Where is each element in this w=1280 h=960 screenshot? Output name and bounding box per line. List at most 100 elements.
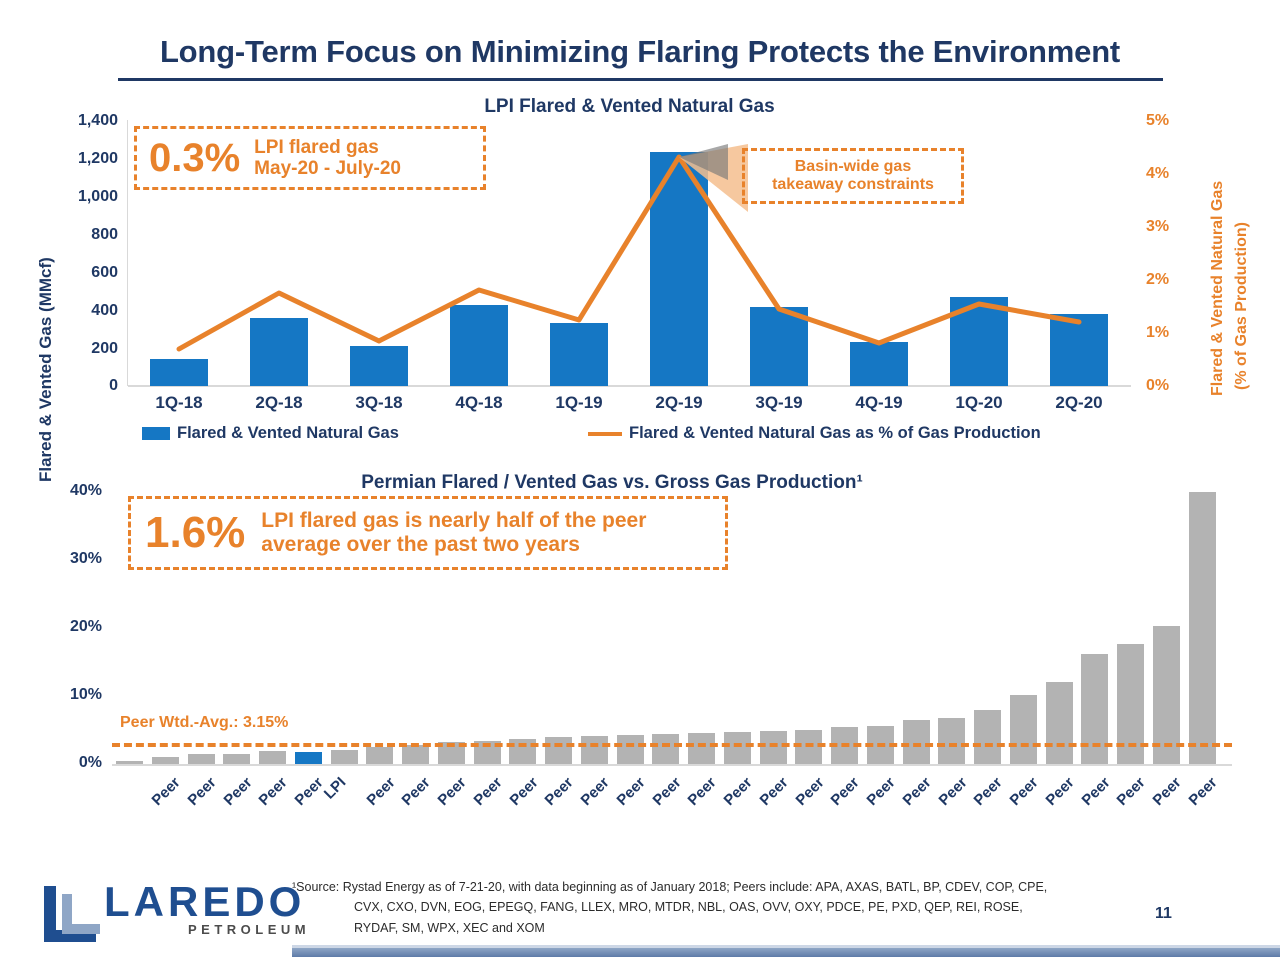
top-x-tick-3Q-19: 3Q-19: [755, 393, 803, 412]
bar-peer-24: [974, 710, 1001, 764]
bottom-x-tick-27: Peer: [1078, 774, 1114, 810]
top-chart-y2-axis-label-line2: (% of Gas Production): [1233, 222, 1250, 390]
bar-peer-17: [724, 732, 751, 764]
bottom-x-tick-30: Peer: [1185, 774, 1221, 810]
top-chart-title: LPI Flared & Vented Natural Gas: [484, 96, 775, 117]
top-y2-tick: 5%: [1146, 112, 1170, 129]
bottom-x-tick-3: Peer: [220, 774, 256, 810]
top-x-tick-2Q-20: 2Q-20: [1055, 393, 1103, 412]
bottom-chart: Permian Flared / Vented Gas vs. Gross Ga…: [0, 466, 1280, 876]
bar-peer-15: [652, 734, 679, 764]
bar-peer-23: [938, 718, 965, 764]
bottom-x-tick-2: Peer: [184, 774, 220, 810]
top-y-tick: 200: [91, 340, 118, 357]
source-line-2: CVX, CXO, DVN, EOG, EPEGQ, FANG, LLEX, M…: [354, 900, 1023, 915]
bottom-x-tick-10: Peer: [470, 774, 506, 810]
bottom-x-tick-23: Peer: [935, 774, 971, 810]
top-x-tick-2Q-19: 2Q-19: [655, 393, 703, 412]
legend-line-swatch-icon: [588, 431, 622, 436]
source-footnote: ¹Source: Rystad Energy as of 7-21-20, wi…: [292, 877, 1172, 938]
bottom-chart-title: Permian Flared / Vented Gas vs. Gross Ga…: [361, 472, 863, 493]
bar-peer-9: [438, 742, 465, 764]
bar-peer-26: [1046, 682, 1073, 764]
basin-takeaway-line1: Basin-wide gas: [794, 158, 912, 176]
source-line-1: ¹Source: Rystad Energy as of 7-21-20, wi…: [292, 880, 1048, 894]
basin-takeaway-line2: takeaway constraints: [772, 176, 934, 193]
bar-peer-13: [581, 736, 608, 764]
bar-lpi: [295, 752, 322, 764]
top-chart-percent-line: [176, 154, 1082, 352]
bottom-x-tick-9: Peer: [434, 774, 470, 810]
bottom-x-tick-26: Peer: [1042, 774, 1078, 810]
bar-peer-22: [903, 720, 930, 764]
legend-bar-swatch-icon: [142, 427, 170, 440]
bottom-y-tick: 20%: [69, 618, 102, 635]
bar-peer-29: [1153, 626, 1180, 764]
laredo-logo-mark-icon: [44, 886, 100, 942]
bottom-y-tick: 40%: [69, 482, 102, 499]
bar-peer-12: [545, 737, 572, 764]
bar-peer-5: [259, 751, 286, 764]
page-number: 11: [1155, 905, 1172, 922]
slide-footer: LAREDO PETROLEUM ¹Source: Rystad Energy …: [0, 872, 1280, 960]
lpi-flared-gas-callout-value: 0.3%: [149, 136, 241, 180]
laredo-logo-subtitle: PETROLEUM: [188, 922, 311, 937]
top-y2-tick: 4%: [1146, 165, 1170, 182]
source-line-3: RYDAF, SM, WPX, XEC and XOM: [354, 920, 545, 935]
bottom-x-tick-20: Peer: [827, 774, 863, 810]
bar-peer-14: [617, 735, 644, 764]
lpi-peer-average-callout-value: 1.6%: [145, 508, 246, 557]
top-x-tick-1Q-20: 1Q-20: [955, 393, 1003, 412]
top-y2-tick: 2%: [1146, 271, 1170, 288]
bottom-x-tick-12: Peer: [541, 774, 577, 810]
bar-peer-19: [795, 730, 822, 764]
top-chart-plot-area: [128, 120, 1131, 386]
top-x-tick-3Q-18: 3Q-18: [355, 393, 403, 412]
page-title: Long-Term Focus on Minimizing Flaring Pr…: [159, 34, 1121, 69]
bottom-x-tick-11: Peer: [506, 774, 542, 810]
laredo-petroleum-logo: LAREDO PETROLEUM: [38, 876, 306, 948]
basin-takeaway-callout: Basin-wide gas takeaway constraints: [742, 148, 964, 204]
top-y-tick: 1,200: [77, 150, 118, 167]
bar-peer-27: [1081, 654, 1108, 764]
legend-item-line[interactable]: Flared & Vented Natural Gas as % of Gas …: [588, 424, 1041, 443]
lpi-flared-gas-callout-line2: May-20 - July-20: [254, 158, 401, 179]
title-underline: [118, 78, 1163, 81]
lpi-flared-gas-callout-line1: LPI flared gas: [254, 136, 379, 158]
legend-label-line: Flared & Vented Natural Gas as % of Gas …: [629, 424, 1041, 442]
bottom-y-tick: 10%: [69, 686, 102, 703]
bottom-x-tick-25: Peer: [1006, 774, 1042, 810]
top-x-tick-4Q-18: 4Q-18: [455, 393, 503, 412]
bottom-x-tick-29: Peer: [1149, 774, 1185, 810]
bar-4Q-19: [850, 342, 908, 386]
bottom-x-tick-1: Peer: [148, 774, 184, 810]
bottom-y-tick: 0%: [78, 754, 102, 771]
bottom-x-tick-14: Peer: [613, 774, 649, 810]
top-y-tick: 400: [91, 302, 118, 319]
bottom-x-tick-19: Peer: [792, 774, 828, 810]
top-y-tick: 1,400: [77, 112, 118, 129]
bar-peer-6: [331, 750, 358, 764]
bottom-x-tick-7: Peer: [363, 774, 399, 810]
peer-weighted-average-line: [112, 743, 1232, 747]
bar-peer-2: [152, 757, 179, 764]
legend-item-bars[interactable]: Flared & Vented Natural Gas: [142, 424, 399, 443]
footer-bar: [292, 948, 1280, 957]
bar-peer-3: [188, 754, 215, 764]
top-x-tick-2Q-18: 2Q-18: [255, 393, 303, 412]
top-chart-y2-axis-label-line1: Flared & Vented Natural Gas: [1209, 180, 1226, 396]
bar-3Q-19: [750, 307, 808, 386]
top-chart-y-axis-line: [127, 120, 128, 386]
lpi-flared-gas-callout: 0.3% LPI flared gas May-20 - July-20: [134, 126, 486, 190]
bottom-chart-x-axis-line: [112, 764, 1232, 766]
bar-peer-16: [688, 733, 715, 764]
top-x-tick-1Q-18: 1Q-18: [155, 393, 203, 412]
bottom-x-tick-15: Peer: [649, 774, 685, 810]
top-chart-y-axis-label: Flared & Vented Gas (MMcf): [36, 257, 55, 482]
bar-2Q-20: [1050, 314, 1108, 386]
bottom-x-tick-21: Peer: [863, 774, 899, 810]
top-x-tick-4Q-19: 4Q-19: [855, 393, 903, 412]
lpi-peer-average-line1: LPI flared gas is nearly half of the pee…: [261, 509, 647, 533]
top-y-tick: 0: [109, 377, 118, 394]
bottom-y-tick: 30%: [69, 550, 102, 567]
